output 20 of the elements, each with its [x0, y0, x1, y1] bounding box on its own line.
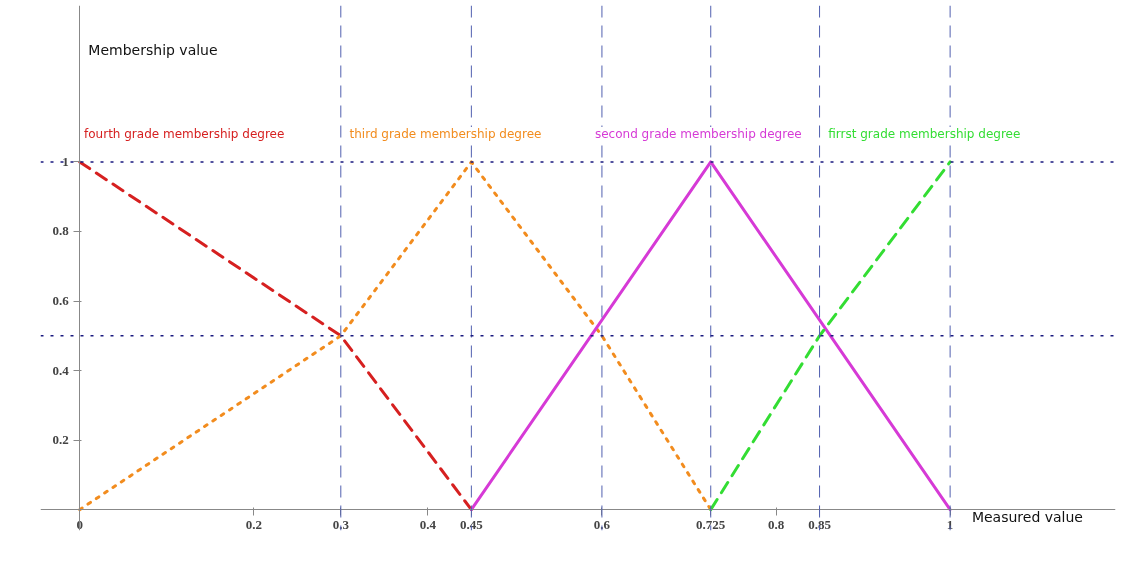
x-tick-label: 0.45: [460, 516, 484, 532]
y-axis-title: Membership value: [88, 41, 218, 58]
text: third grade membership degree: [349, 127, 542, 142]
x-axis-title: Measured value: [971, 509, 1083, 526]
text: firrst grade membership degree: [828, 127, 1021, 142]
x-tick-label: 0.6: [593, 516, 611, 532]
x-tick-label: 0.2: [245, 516, 262, 532]
y-tick-label: 0.8: [52, 223, 70, 239]
x-tick-label: 0.4: [419, 516, 437, 532]
y-tick-label: 0.6: [52, 293, 70, 309]
y-tick-label: 0.2: [52, 432, 69, 448]
y-tick-label: 1: [62, 153, 69, 169]
x-tick-label: 0.85: [808, 516, 832, 532]
x-tick-label: 0.3: [332, 516, 350, 532]
x-tick-label: 1: [946, 516, 954, 532]
series-label: fourth grade membership degree: [84, 127, 285, 142]
y-tick-label: 0.4: [52, 362, 70, 378]
x-tick-label: 0.8: [767, 516, 785, 532]
x-tick-label: 0.725: [696, 516, 726, 532]
text: second grade membership degree: [594, 127, 802, 142]
